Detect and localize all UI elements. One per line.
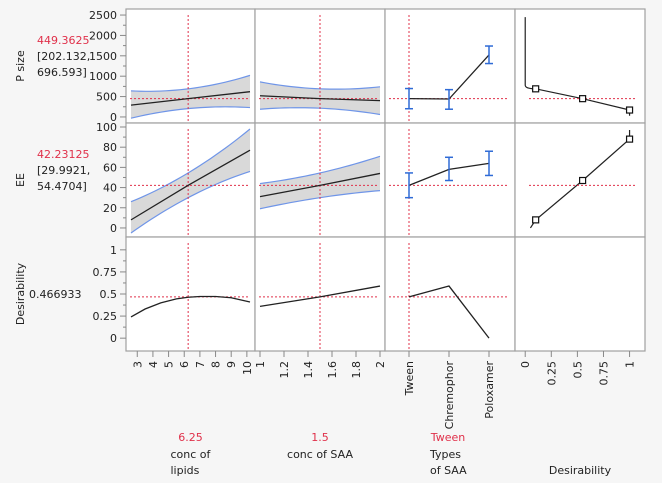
x-tick-label: 1.4 — [302, 361, 315, 379]
x-tick-label: 5 — [163, 361, 176, 368]
y-tick-label: 0 — [110, 222, 117, 235]
profiler-panel — [384, 8, 516, 124]
confidence-interval: 54.4704] — [37, 180, 87, 193]
x-tick-label: Tween — [403, 361, 416, 396]
factor-name: Desirability — [549, 464, 612, 477]
predicted-value: 449.3625 — [37, 34, 90, 47]
profiler-panel — [514, 236, 646, 352]
response-name: Desirability — [14, 262, 27, 325]
profiler-panel — [254, 236, 386, 352]
x-tick-label: 0.75 — [597, 361, 610, 386]
desirability-handle[interactable] — [532, 216, 540, 224]
factor-name: of SAA — [430, 464, 467, 477]
x-tick-label: 0 — [519, 361, 532, 368]
y-tick-label: 20 — [103, 202, 117, 215]
confidence-band — [131, 129, 250, 233]
x-tick-label: 1 — [624, 361, 637, 368]
desirability-handle[interactable] — [532, 85, 540, 93]
x-tick-label: 10 — [241, 361, 254, 375]
y-tick-label: 2000 — [89, 29, 117, 42]
y-tick-label: 60 — [103, 161, 117, 174]
upper-confidence-curve — [130, 74, 251, 92]
factor-name: lipids — [171, 464, 200, 477]
lower-confidence-curve — [130, 106, 251, 119]
desirability-function — [524, 17, 631, 116]
desirability-handle[interactable] — [579, 176, 587, 185]
confidence-interval: [29.9921, — [37, 164, 90, 177]
x-tick-label: Poloxamer — [483, 361, 496, 419]
y-tick-label: 0.25 — [93, 310, 118, 323]
prediction-trace — [259, 95, 381, 102]
upper-confidence-curve — [130, 128, 251, 203]
desirability-handle[interactable] — [625, 135, 634, 143]
prediction-trace — [259, 285, 381, 308]
y-tick-label: 2500 — [89, 9, 117, 22]
upper-confidence-curve — [259, 155, 381, 185]
x-tick-label: 1 — [254, 361, 267, 368]
x-tick-label: 1.8 — [350, 361, 363, 379]
prediction-trace — [259, 172, 381, 198]
prediction-trace — [130, 91, 251, 106]
x-tick-label: 4 — [147, 361, 160, 368]
x-tick-label: 8 — [210, 361, 223, 368]
x-tick-label: 2 — [374, 361, 387, 368]
x-tick-label: 7 — [194, 361, 207, 368]
lower-confidence-curve — [130, 170, 251, 234]
response-name: P size — [14, 50, 27, 82]
y-tick-label: 0 — [110, 111, 117, 124]
y-tick-label: 1000 — [89, 70, 117, 83]
y-tick-label: 1500 — [89, 50, 117, 63]
desirability-handle[interactable] — [579, 95, 587, 103]
desirability-handle[interactable] — [625, 106, 634, 114]
factor-current-value[interactable]: 6.25 — [178, 431, 203, 444]
predicted-value: 0.466933 — [29, 288, 82, 301]
confidence-interval: [202.132, — [37, 50, 90, 63]
factor-current-value[interactable]: 1.5 — [311, 431, 329, 444]
prediction-trace — [408, 285, 490, 339]
confidence-band — [131, 75, 250, 119]
x-tick-label: 1.2 — [278, 361, 291, 379]
x-tick-label: 6 — [178, 361, 191, 368]
y-tick-label: 0 — [110, 332, 117, 345]
x-tick-label: 1.6 — [326, 361, 339, 379]
y-tick-label: 100 — [96, 121, 117, 134]
factor-name: conc of — [171, 448, 212, 461]
prediction-trace — [130, 295, 251, 318]
prediction-trace — [130, 149, 251, 221]
x-tick-label: 0.25 — [545, 361, 558, 386]
x-tick-label: 3 — [131, 361, 144, 368]
y-tick-label: 1 — [110, 244, 117, 257]
y-tick-label: 0.75 — [93, 266, 118, 279]
y-tick-label: 80 — [103, 141, 117, 154]
predicted-value: 42.23125 — [37, 148, 90, 161]
response-name: EE — [14, 173, 27, 187]
profiler-panel — [384, 236, 516, 352]
factor-name: conc of SAA — [287, 448, 353, 461]
x-tick-label: Chremophor — [443, 361, 456, 430]
profiler-panel — [514, 8, 646, 124]
factor-name: Types — [429, 448, 461, 461]
profiler-panel — [125, 236, 256, 352]
x-tick-label: 9 — [225, 361, 238, 368]
confidence-interval: 696.593] — [37, 66, 87, 79]
x-tick-label: 0.5 — [571, 361, 584, 379]
y-tick-label: 40 — [103, 182, 117, 195]
factor-current-value[interactable]: Tween — [430, 431, 465, 444]
y-tick-label: 500 — [96, 91, 117, 104]
y-tick-label: 0.5 — [100, 288, 118, 301]
